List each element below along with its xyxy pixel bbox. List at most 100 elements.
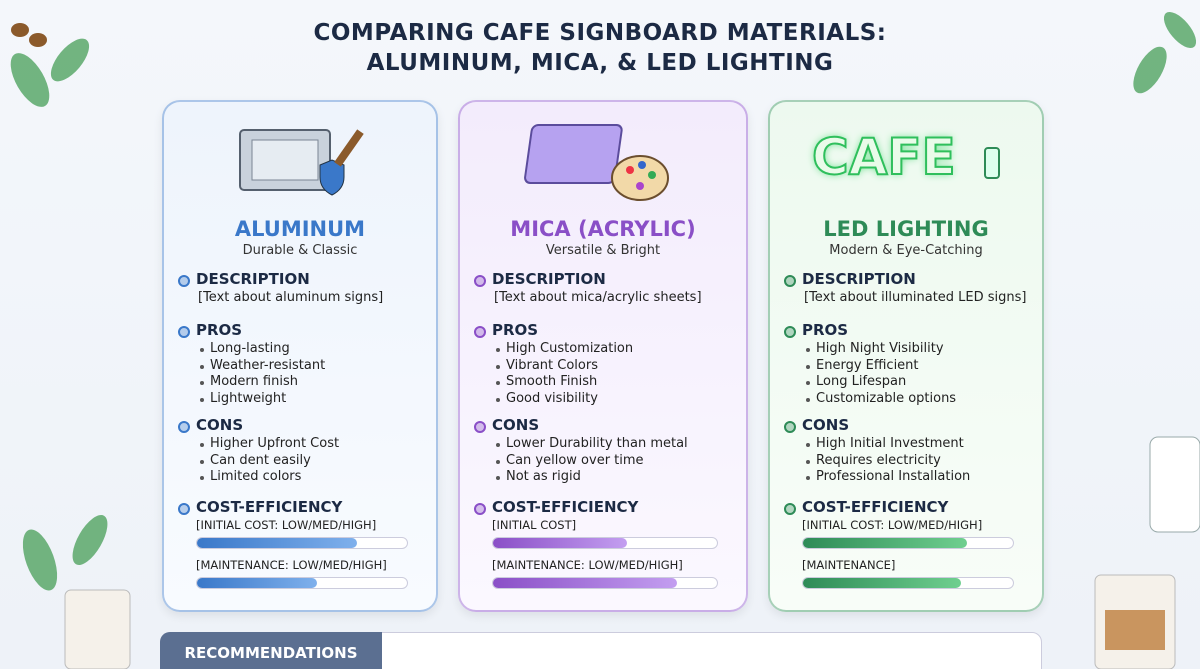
- cost-bar: [802, 577, 1014, 589]
- section-dot: [784, 503, 796, 515]
- bullet: [200, 476, 204, 481]
- bullet: [496, 348, 500, 352]
- cost-bar: [196, 577, 408, 589]
- cons-item: High Initial Investment: [816, 435, 964, 451]
- bullet: [496, 364, 500, 369]
- cons-item: Requires electricity: [816, 452, 941, 468]
- section-heading: CONS: [802, 415, 850, 434]
- bullet: [806, 442, 810, 447]
- cons-item: Limited colors: [210, 469, 302, 485]
- cost-bar-fill: [197, 578, 317, 588]
- section-heading: DESCRIPTION: [196, 270, 310, 288]
- title-line: COMPARING CAFE SIGNBOARD MATERIALS:: [313, 20, 887, 46]
- pros-item: Smooth Finish: [506, 374, 598, 390]
- card-name: MICA (ACRYLIC): [510, 217, 696, 241]
- pros-item: Long Lifespan: [816, 374, 907, 390]
- cost-bar-fill: [493, 578, 677, 588]
- section-dot: [178, 326, 190, 338]
- section-heading: DESCRIPTION: [492, 270, 606, 288]
- bullet: [496, 476, 500, 481]
- section-dot: [474, 326, 486, 338]
- cost-bar-fill: [803, 578, 961, 588]
- section-dot: [784, 275, 796, 287]
- section-dot: [784, 420, 796, 433]
- cons-item: Lower Durability than metal: [506, 435, 688, 451]
- section-dot: [474, 420, 486, 433]
- section-dot: [784, 326, 796, 338]
- bullet: [496, 381, 500, 386]
- cons-item: Higher Upfront Cost: [210, 435, 340, 451]
- description-text: [Text about mica/acrylic sheets]: [494, 290, 702, 305]
- cons-item: Can yellow over time: [506, 452, 644, 468]
- bullet: [200, 398, 204, 403]
- section-dot: [474, 275, 486, 287]
- pros-item: Long-lasting: [210, 341, 290, 356]
- bullet: [200, 381, 204, 386]
- section-heading: PROS: [196, 321, 243, 339]
- cost-bar-fill: [197, 538, 357, 548]
- bullet: [200, 459, 204, 464]
- bullet: [806, 364, 810, 369]
- section-dot: [474, 503, 486, 515]
- section-dot: [178, 275, 190, 287]
- description-text: [Text about illuminated LED signs]: [804, 290, 1027, 305]
- pros-item: Lightweight: [210, 391, 287, 407]
- section-heading: PROS: [492, 321, 539, 339]
- bullet: [200, 348, 204, 352]
- pros-item: Energy Efficient: [816, 357, 919, 373]
- bullet: [806, 348, 810, 352]
- bullet: [496, 442, 500, 447]
- cons-item: Professional Installation: [816, 469, 971, 485]
- pros-item: Modern finish: [210, 374, 298, 390]
- cost-label: [MAINTENANCE]: [802, 558, 896, 572]
- cost-bar: [492, 577, 718, 589]
- bullet: [496, 398, 500, 403]
- cost-bar-fill: [493, 538, 628, 548]
- cost-label: [INITIAL COST: LOW/MED/HIGH]: [802, 518, 983, 532]
- description-text: [Text about aluminum signs]: [198, 290, 384, 305]
- bullet: [496, 459, 500, 464]
- section-dot: [178, 420, 190, 433]
- title-line: ALUMINUM, MICA, & LED LIGHTING: [366, 50, 834, 76]
- pros-item: High Customization: [506, 341, 634, 356]
- section-heading: COST-EFFICIENCY: [196, 498, 343, 516]
- section-heading: CONS: [196, 415, 244, 434]
- pros-item: Weather-resistant: [210, 357, 326, 373]
- section-heading: CONS: [492, 415, 540, 434]
- card-tagline: Modern & Eye-Catching: [829, 243, 983, 258]
- section-heading: COST-EFFICIENCY: [492, 498, 639, 516]
- pros-item: Customizable options: [816, 391, 957, 407]
- cons-item: Not as rigid: [506, 469, 581, 485]
- pros-item: Good visibility: [506, 391, 598, 407]
- cost-label: [MAINTENANCE: LOW/MED/HIGH]: [492, 558, 683, 572]
- bullet: [806, 476, 810, 481]
- card: LED LIGHTING Modern & Eye-Catching DESCRIP…: [768, 100, 1044, 612]
- card: ALUMINUM Durable & Classic DESCRIPTION [Tex…: [162, 100, 438, 612]
- cost-bar: [196, 537, 408, 549]
- cost-bar: [802, 537, 1014, 549]
- cost-label: [INITIAL COST]: [492, 518, 577, 532]
- section-dot: [178, 503, 190, 515]
- bullet: [806, 459, 810, 464]
- section-heading: PROS: [802, 321, 849, 339]
- cost-label: [INITIAL COST: LOW/MED/HIGH]: [196, 518, 377, 532]
- card-name: LED LIGHTING: [823, 217, 989, 241]
- cost-label: [MAINTENANCE: LOW/MED/HIGH]: [196, 558, 387, 572]
- cons-item: Can dent easily: [210, 452, 311, 468]
- cost-bar-fill: [803, 538, 967, 548]
- bullet: [200, 364, 204, 369]
- section-heading: COST-EFFICIENCY: [802, 498, 949, 516]
- recommendations-tab: RECOMMENDATIONS: [160, 632, 382, 669]
- card-name: ALUMINUM: [234, 217, 366, 241]
- bullet: [200, 442, 204, 447]
- pros-item: High Night Visibility: [816, 341, 944, 356]
- card-tagline: Durable & Classic: [242, 243, 358, 258]
- led-icon-text: CAFE: [811, 127, 957, 187]
- pros-item: Vibrant Colors: [506, 357, 598, 373]
- cost-bar: [492, 537, 718, 549]
- bullet: [806, 398, 810, 403]
- card-tagline: Versatile & Bright: [545, 243, 661, 258]
- card: MICA (ACRYLIC) Versatile & Bright DESCRIPT…: [458, 100, 748, 612]
- section-heading: DESCRIPTION: [802, 270, 916, 288]
